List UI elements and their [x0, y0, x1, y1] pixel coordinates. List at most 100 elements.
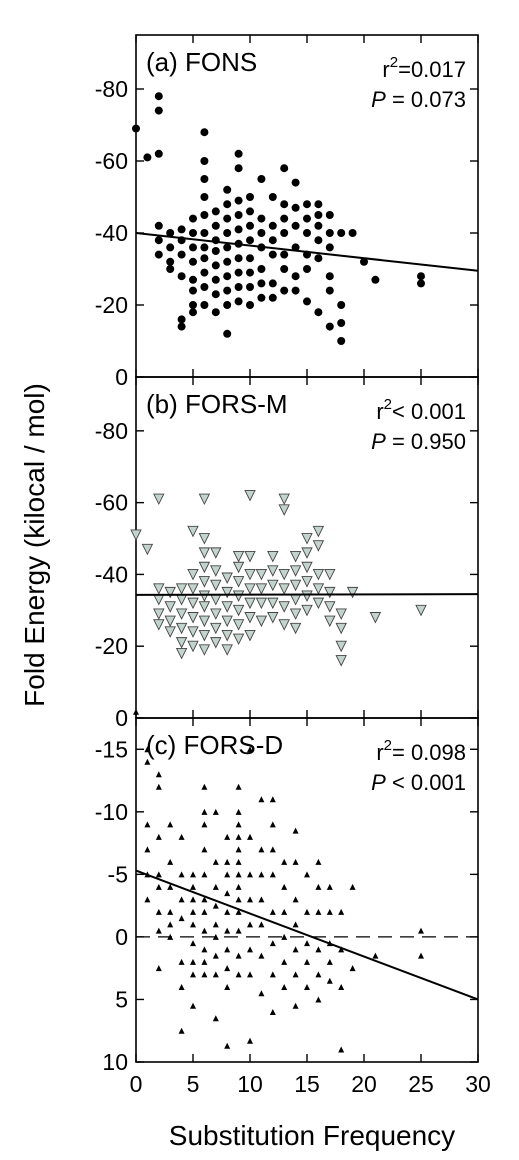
data-point [325, 243, 334, 252]
data-point [281, 983, 288, 990]
data-point [223, 329, 232, 338]
y-tick-label: -60 [95, 490, 128, 516]
data-point [314, 211, 323, 219]
data-point [278, 583, 290, 595]
data-point [289, 608, 302, 620]
x-tick-label: 15 [294, 1071, 320, 1097]
data-point [280, 286, 289, 295]
data-point [167, 883, 174, 890]
data-point [211, 247, 220, 255]
data-point [255, 597, 268, 610]
data-point [255, 615, 268, 628]
data-point [175, 594, 188, 606]
data-point [232, 633, 245, 646]
data-point [247, 896, 253, 903]
data-point [198, 576, 211, 588]
data-point [187, 640, 199, 653]
data-point [154, 236, 163, 245]
data-point [337, 337, 346, 345]
data-point [257, 229, 266, 237]
data-point [312, 568, 325, 581]
data-point [224, 871, 231, 878]
data-point [167, 908, 174, 915]
data-point [224, 858, 231, 865]
data-point [221, 601, 233, 613]
data-point [211, 261, 220, 270]
data-point [235, 833, 242, 840]
data-point [210, 622, 222, 635]
data-point [200, 254, 209, 263]
p-value-label: P < 0.001 [371, 770, 466, 795]
data-point [247, 1037, 253, 1044]
data-point [301, 561, 313, 574]
data-point [177, 322, 186, 331]
data-point [234, 211, 243, 219]
data-point [198, 547, 211, 559]
data-point [289, 551, 302, 563]
data-point [212, 883, 219, 890]
data-point [223, 185, 232, 194]
data-point [315, 883, 322, 890]
data-point [234, 283, 243, 291]
data-point [198, 629, 211, 642]
x-tick-label: 25 [408, 1071, 434, 1097]
data-point [315, 908, 322, 915]
y-axis-title: Fold Energy (kilocal / mol) [19, 383, 50, 707]
x-tick-label: 20 [351, 1071, 377, 1097]
data-point [200, 268, 209, 277]
data-point [154, 92, 163, 101]
data-point [267, 597, 279, 610]
data-point [258, 871, 265, 878]
data-point [255, 583, 268, 595]
data-point [198, 615, 211, 628]
data-point [221, 586, 233, 599]
data-point [258, 896, 265, 903]
data-point [291, 178, 300, 187]
y-tick-label: -5 [108, 861, 128, 887]
data-point [210, 547, 222, 559]
data-point [244, 490, 256, 502]
data-point [269, 871, 276, 878]
data-point [281, 933, 288, 940]
data-point [246, 301, 254, 309]
data-point [177, 250, 186, 259]
data-point [164, 615, 176, 628]
data-point [178, 833, 185, 840]
data-point [155, 908, 162, 915]
data-point [201, 783, 208, 790]
data-point [234, 268, 243, 277]
data-point [223, 286, 232, 295]
data-point [247, 921, 253, 928]
data-point [189, 275, 197, 284]
data-point [234, 164, 243, 173]
data-point [292, 971, 299, 978]
data-point [268, 236, 277, 245]
data-point [212, 902, 219, 909]
data-point [314, 308, 323, 317]
data-point [187, 612, 199, 624]
data-point [210, 608, 222, 620]
data-point [292, 946, 299, 953]
data-point [178, 1027, 185, 1034]
y-tick-label: -40 [95, 220, 128, 246]
data-point [153, 583, 165, 595]
data-point [200, 211, 209, 219]
data-point [189, 257, 197, 266]
data-point [269, 821, 276, 828]
data-point [314, 221, 323, 230]
data-point [212, 971, 219, 978]
data-point [235, 883, 242, 890]
x-tick-label: 30 [465, 1071, 491, 1097]
data-point [141, 543, 154, 556]
data-point [280, 265, 289, 273]
data-point [189, 243, 197, 252]
data-point [166, 243, 175, 252]
data-point [301, 533, 313, 545]
data-point [211, 221, 220, 230]
data-point [154, 149, 163, 158]
data-point [324, 601, 336, 613]
data-point [224, 946, 231, 953]
data-point [155, 927, 162, 934]
data-point [155, 783, 162, 790]
data-point [301, 590, 313, 602]
